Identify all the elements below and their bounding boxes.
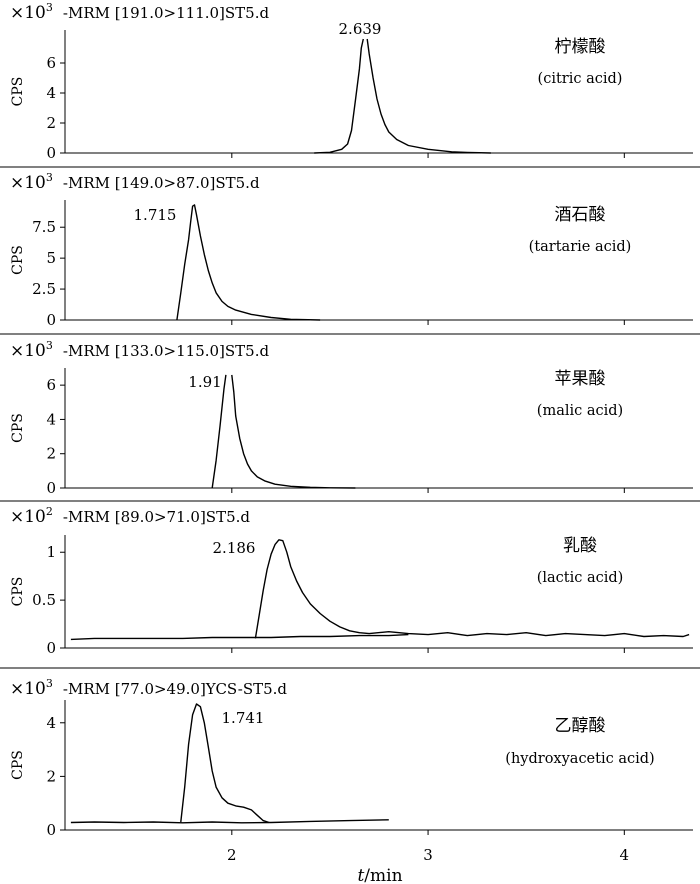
mrm-trace-label: -MRM [133.0>115.0]ST5.d [63, 342, 270, 360]
mrm-trace-label: -MRM [191.0>111.0]ST5.d [63, 4, 270, 22]
y-tick-label: 4 [46, 84, 56, 102]
compound-name-english: (hydroxyacetic acid) [505, 751, 654, 767]
chromatogram-panel: 0 2 4×103 -MRM [77.0>49.0]YCS-ST5.d CPS 1.741… [0, 667, 700, 839]
scale-prefix: ×10 [10, 341, 46, 361]
compound-name-english: (lactic acid) [537, 570, 624, 586]
scale-and-trace-label: ×103 -MRM [149.0>87.0]ST5.d [10, 171, 260, 193]
chromatogram-trace-line [366, 38, 491, 154]
y-axis-label: CPS [10, 750, 26, 780]
scale-and-trace-label: ×103 -MRM [191.0>111.0]ST5.d [10, 1, 269, 23]
chromatogram-trace-line [70, 633, 409, 641]
chromatogram-trace-line [254, 539, 690, 639]
compound-name-english: (tartarie acid) [529, 239, 632, 255]
scale-exponent: 3 [46, 677, 53, 690]
x-tick-label: 3 [423, 846, 433, 864]
y-tick-label: 2 [46, 114, 56, 132]
x-tick-label: 2 [227, 846, 237, 864]
chromatogram-panel: 0 2.5 5 7.5 ×103 -MRM [149.0>87.0]ST5.d CPS 1.7… [0, 166, 700, 329]
compound-name-english: (citric acid) [538, 71, 623, 87]
chromatogram-trace-line [314, 38, 364, 154]
y-tick-label: 2 [46, 767, 56, 785]
y-tick-label: 0 [46, 639, 56, 657]
chromatogram-trace-line [180, 703, 270, 824]
chromatogram-trace-line [231, 374, 356, 489]
peak-retention-time-label: 1.741 [222, 709, 265, 727]
chromatogram-trace-line [70, 819, 389, 824]
y-tick-label: 4 [46, 410, 56, 428]
peak-retention-time-label: 2.186 [213, 539, 256, 557]
chromatogram-panel: 0 0.5 1×102 -MRM [89.0>71.0]ST5.d CPS 2.186 乳酸… [0, 500, 700, 657]
peak-retention-time-label: 1.91 [188, 373, 221, 391]
mrm-trace-label: -MRM [77.0>49.0]YCS-ST5.d [63, 680, 288, 698]
chromatogram-panel: 0 2 4 6 ×103 -MRM [191.0>111.0]ST5.d CPS 2.639 柠… [10, 1, 693, 162]
scale-exponent: 3 [46, 1, 53, 14]
y-tick-label: 0.5 [32, 591, 56, 609]
scale-and-trace-label: ×102 -MRM [89.0>71.0]ST5.d [10, 505, 250, 527]
y-tick-label: 6 [46, 376, 56, 394]
x-axis-label-unit: /min [364, 866, 402, 884]
y-axis-label: CPS [10, 245, 26, 275]
y-axis-label: CPS [10, 413, 26, 443]
scale-prefix: ×10 [10, 3, 46, 23]
scale-exponent: 2 [46, 505, 53, 518]
compound-name-chinese: 柠檬酸 [555, 37, 606, 57]
x-axis-label: t/min [357, 866, 402, 884]
chromatogram-trace-line [176, 204, 321, 321]
peak-retention-time-label: 1.715 [134, 206, 177, 224]
x-axis-label-variable: t [357, 866, 364, 884]
chromatogram-trace-line [211, 374, 227, 489]
scale-prefix: ×10 [10, 679, 46, 699]
chromatogram-panel: 0 2 4 6×103 -MRM [133.0>115.0]ST5.d CPS 1.91 苹果… [0, 333, 700, 497]
y-tick-label: 6 [46, 54, 56, 72]
y-axis-label: CPS [10, 77, 26, 107]
peak-retention-time-label: 2.639 [339, 20, 382, 38]
y-tick-label: 0 [46, 144, 56, 162]
y-tick-label: 4 [46, 714, 56, 732]
x-tick-label: 4 [620, 846, 630, 864]
scale-exponent: 3 [46, 339, 53, 352]
compound-name-chinese: 乳酸 [563, 536, 597, 556]
y-tick-label: 0 [46, 479, 56, 497]
y-axis-label: CPS [10, 577, 26, 607]
y-tick-label: 2.5 [32, 280, 56, 298]
compound-name-chinese: 乙醇酸 [555, 716, 606, 736]
compound-name-chinese: 酒石酸 [555, 205, 606, 225]
compound-name-chinese: 苹果酸 [555, 369, 606, 389]
scale-and-trace-label: ×103 -MRM [77.0>49.0]YCS-ST5.d [10, 677, 287, 699]
mrm-trace-label: -MRM [149.0>87.0]ST5.d [63, 174, 260, 192]
y-tick-label: 0 [46, 821, 56, 839]
scale-and-trace-label: ×103 -MRM [133.0>115.0]ST5.d [10, 339, 269, 361]
scale-exponent: 3 [46, 171, 53, 184]
y-tick-label: 7.5 [32, 218, 56, 236]
y-tick-label: 1 [46, 543, 56, 561]
y-tick-label: 5 [46, 249, 56, 267]
scale-prefix: ×10 [10, 173, 46, 193]
compound-name-english: (malic acid) [537, 403, 623, 419]
y-tick-label: 0 [46, 311, 56, 329]
mrm-trace-label: -MRM [89.0>71.0]ST5.d [63, 508, 251, 526]
scale-prefix: ×10 [10, 507, 46, 527]
y-tick-label: 2 [46, 445, 56, 463]
